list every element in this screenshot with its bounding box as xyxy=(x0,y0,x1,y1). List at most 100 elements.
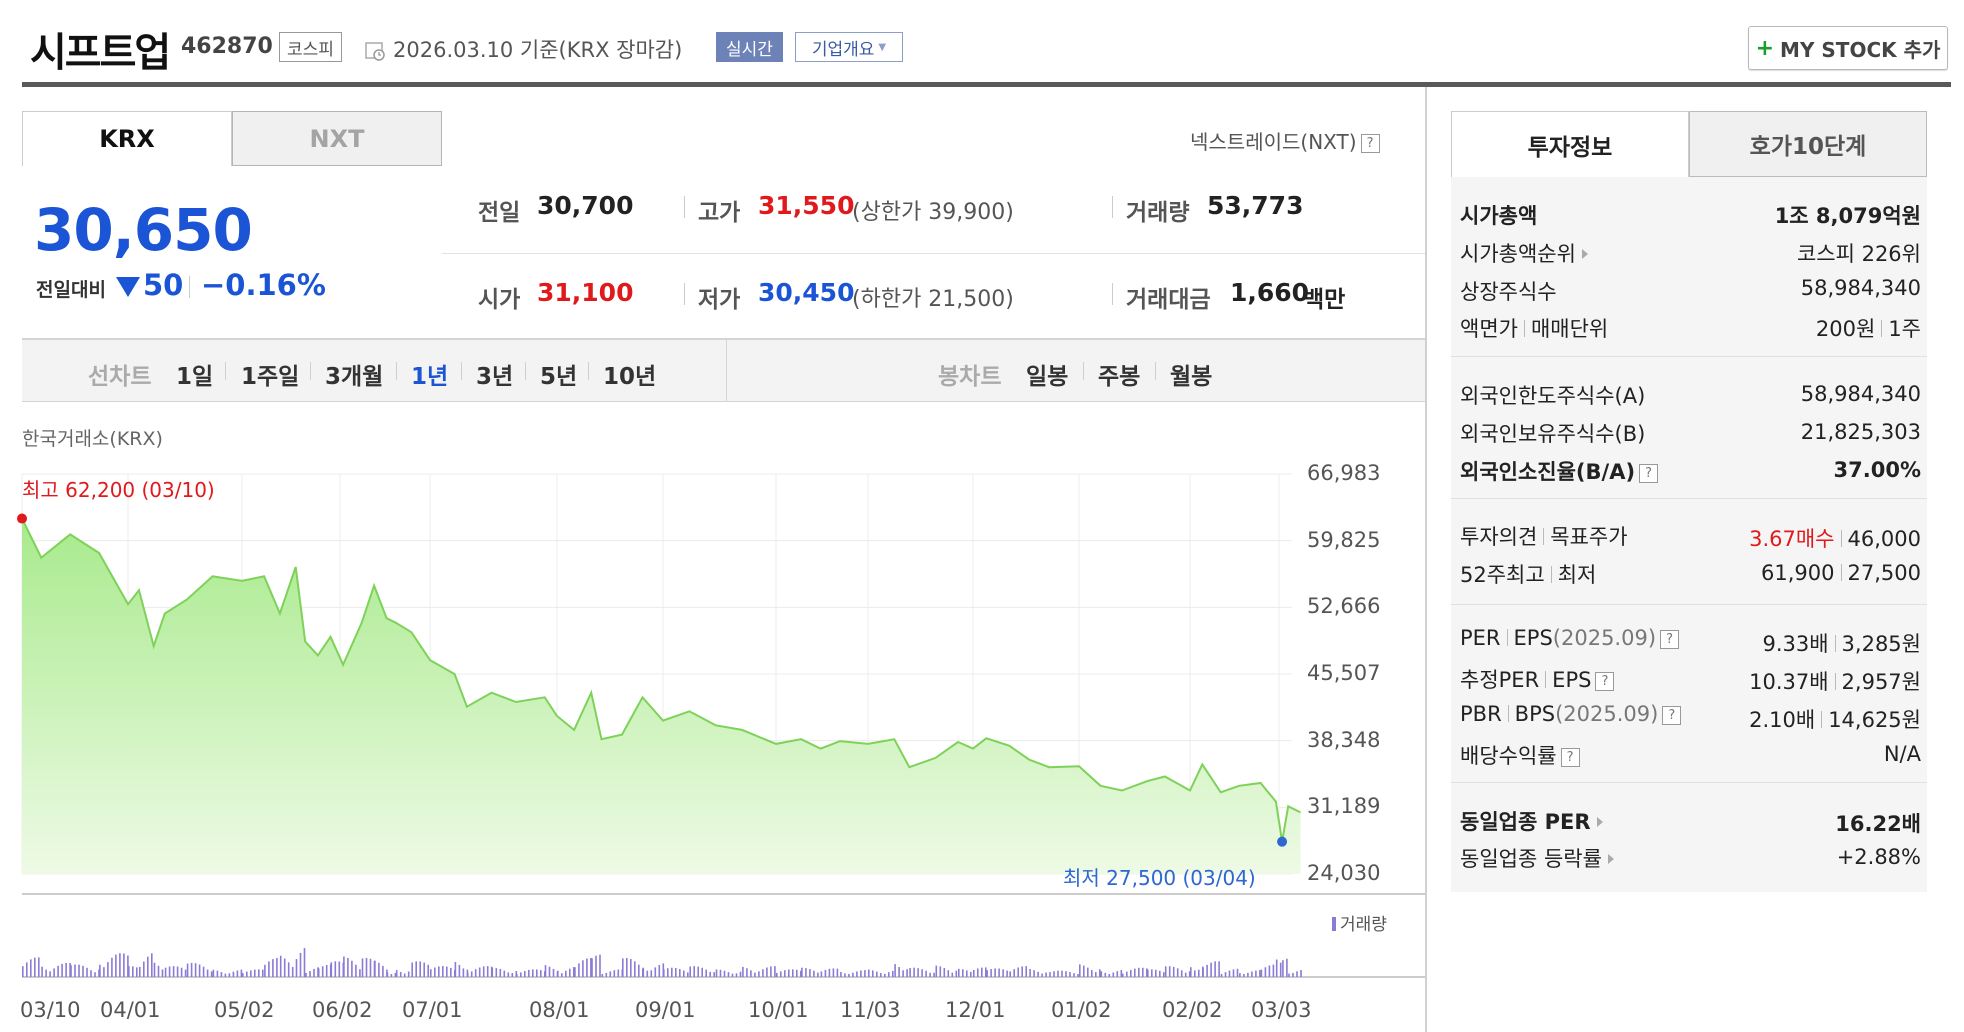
volume-bar xyxy=(800,970,802,977)
market-cap-value: 1조 8,079억원 xyxy=(1774,204,1921,228)
volume-bar xyxy=(1130,969,1132,977)
price-line xyxy=(21,518,1301,842)
listed-shares-label: 상장주식수 xyxy=(1460,280,1557,304)
volume-bar xyxy=(595,955,597,977)
volume-bar xyxy=(1017,967,1019,977)
volume-bar xyxy=(683,970,685,977)
volume-bar xyxy=(1091,970,1093,977)
tab-order-book[interactable]: 호가10단계 xyxy=(1689,111,1927,177)
market-cap-rank-label[interactable]: 시가총액순위 xyxy=(1460,238,1588,268)
period-3m[interactable]: 3개월 xyxy=(325,364,384,390)
volume-bar xyxy=(880,973,882,977)
volume-bar xyxy=(939,966,942,977)
volume-bar xyxy=(1168,966,1171,977)
tab-nxt[interactable]: NXT xyxy=(232,111,442,166)
period-10y[interactable]: 10년 xyxy=(603,364,657,390)
candle-weekly[interactable]: 주봉 xyxy=(1098,364,1141,390)
down-arrow-icon xyxy=(116,277,140,297)
volume-bar xyxy=(675,968,677,977)
help-icon[interactable]: ? xyxy=(1662,705,1682,725)
volume-bar xyxy=(1122,973,1124,977)
high-label: 고가 xyxy=(698,200,741,226)
help-icon[interactable]: ? xyxy=(1639,463,1659,483)
volume-bar xyxy=(359,969,361,977)
period-3y[interactable]: 3년 xyxy=(476,364,514,390)
volume-bar xyxy=(1099,969,1101,977)
price-area xyxy=(22,518,1301,874)
help-icon[interactable]: ? xyxy=(1360,134,1380,153)
volume-bar xyxy=(1206,964,1208,977)
per-eps-label: PER EPS(2025.09)? xyxy=(1460,626,1680,650)
volume-bar xyxy=(107,962,109,977)
volume-bar xyxy=(49,971,51,977)
help-icon[interactable]: ? xyxy=(1660,629,1680,649)
volume-bar xyxy=(1176,968,1179,977)
volume-bar xyxy=(1033,970,1035,977)
x-tick-label: 04/01 xyxy=(100,998,161,1022)
per-eps-value: 9.33배 3,285원 xyxy=(1762,632,1921,656)
volume-bar xyxy=(977,968,979,977)
change-percent: −0.16% xyxy=(201,268,326,302)
opinion-value: 3.67매수 46,000 xyxy=(1749,527,1921,551)
volume-bar xyxy=(784,970,786,977)
period-1w[interactable]: 1주일 xyxy=(241,364,300,390)
volume-bar xyxy=(123,953,125,977)
help-icon[interactable]: ? xyxy=(1560,747,1580,767)
add-my-stock-button[interactable]: + MY STOCK 추가 xyxy=(1748,26,1948,70)
volume-bar xyxy=(1061,970,1063,977)
volume-bar xyxy=(590,958,592,977)
period-1d[interactable]: 1일 xyxy=(176,364,214,390)
foreign-ratio-label: 외국인소진율(B/A)? xyxy=(1460,456,1659,486)
candle-daily[interactable]: 일봉 xyxy=(1026,364,1069,390)
volume-bar xyxy=(654,967,657,977)
volume-bar xyxy=(774,966,776,977)
volume-bar xyxy=(634,961,636,977)
y-tick-label: 31,189 xyxy=(1307,794,1381,819)
period-divider xyxy=(726,338,727,402)
volume-bar xyxy=(1138,967,1140,977)
sector-change-label[interactable]: 동일업종 등락률 xyxy=(1460,843,1614,873)
x-tick-label: 03/03 xyxy=(1251,998,1312,1022)
period-5y[interactable]: 5년 xyxy=(540,364,578,390)
volume-bar xyxy=(892,970,894,977)
volume-bar xyxy=(667,968,669,977)
panel-divider xyxy=(1425,87,1427,1032)
volume-bar xyxy=(1134,968,1136,977)
volume-bar xyxy=(966,970,968,977)
help-icon[interactable]: ? xyxy=(1595,671,1615,691)
tab-investment-info[interactable]: 투자정보 xyxy=(1451,111,1689,177)
volume-bar xyxy=(1009,971,1011,977)
volume-legend-label: 거래량 xyxy=(1340,915,1387,935)
listed-shares-value: 58,984,340 xyxy=(1800,276,1921,300)
candle-monthly[interactable]: 월봉 xyxy=(1170,364,1213,390)
volume-bar xyxy=(548,966,551,977)
volume-bar xyxy=(1126,971,1128,977)
volume-bar xyxy=(658,965,661,977)
volume-bar xyxy=(796,969,798,977)
volume-bar xyxy=(190,962,193,977)
volume-bar xyxy=(82,965,84,977)
period-1y[interactable]: 1년 xyxy=(411,364,449,390)
volume-bar xyxy=(776,972,778,977)
x-tick-label: 02/02 xyxy=(1162,998,1223,1022)
volume-bar xyxy=(86,967,88,977)
volume-bar xyxy=(382,965,384,977)
volume-bar xyxy=(844,973,846,977)
volume-bar xyxy=(981,967,983,977)
volume-bar xyxy=(638,964,640,977)
realtime-button[interactable]: 실시간 xyxy=(716,32,783,62)
volume-bar xyxy=(1264,967,1267,977)
volume-bar xyxy=(586,958,588,977)
sector-per-label[interactable]: 동일업종 PER xyxy=(1460,806,1603,836)
nxt-help-link[interactable]: 넥스트레이드(NXT)? xyxy=(1190,126,1380,155)
period-separator xyxy=(588,362,589,380)
lower-limit: (하한가 21,500) xyxy=(852,287,1014,312)
company-overview-dropdown[interactable]: 기업개요 ▼ xyxy=(795,32,903,62)
volume-bar xyxy=(852,972,854,977)
tab-krx[interactable]: KRX xyxy=(22,111,232,166)
volume-bar xyxy=(1037,971,1039,977)
volume-bar xyxy=(1292,972,1294,977)
volume-bar xyxy=(276,958,278,977)
volume-bar xyxy=(1279,962,1282,977)
